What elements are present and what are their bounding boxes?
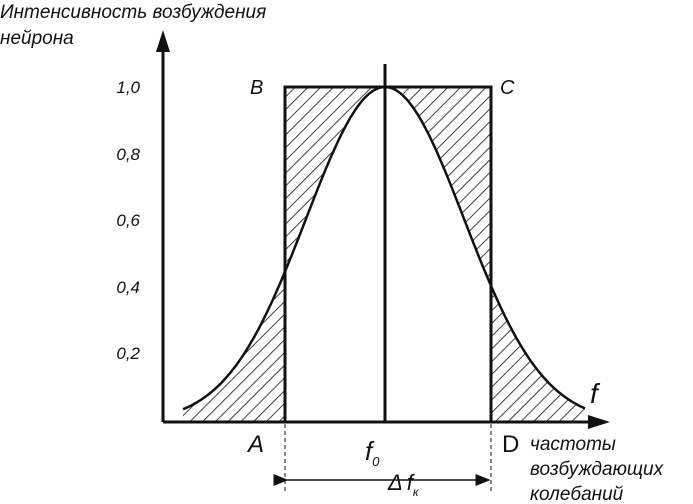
hatched-area — [285, 87, 385, 272]
center-label-main: f — [365, 436, 375, 466]
x-axis-symbol: f — [590, 378, 601, 409]
width-label-delta: Δ — [387, 470, 403, 495]
center-label: f0 — [365, 436, 380, 469]
width-label-sub: к — [413, 485, 420, 499]
hatched-area — [385, 87, 491, 286]
y-axis-label: нейрона — [0, 28, 74, 49]
x-axis-label: возбуждающих — [530, 459, 665, 480]
width-label-main: f — [407, 470, 416, 495]
point-label: D — [502, 431, 519, 458]
hatched-areas — [183, 87, 585, 422]
y-tick-label: 0,4 — [116, 278, 140, 297]
hatched-area — [183, 271, 285, 422]
y-tick-label: 0,2 — [116, 344, 140, 363]
point-label: B — [250, 77, 263, 99]
y-tick-label: 0,8 — [116, 145, 140, 164]
x-axis-label: частоты — [530, 434, 616, 455]
y-axis-label: Интенсивность возбуждения — [0, 2, 266, 23]
curve — [182, 85, 586, 411]
point-label: C — [500, 77, 515, 99]
center-label-sub: 0 — [372, 454, 380, 469]
y-tick-label: 0,6 — [116, 211, 140, 230]
hatched-area — [491, 285, 585, 422]
point-label: A — [246, 431, 264, 458]
y-arrow — [156, 30, 170, 52]
x-arrow — [588, 415, 610, 429]
y-tick-label: 1,0 — [116, 78, 140, 97]
x-axis-label: колебаний — [530, 484, 624, 504]
